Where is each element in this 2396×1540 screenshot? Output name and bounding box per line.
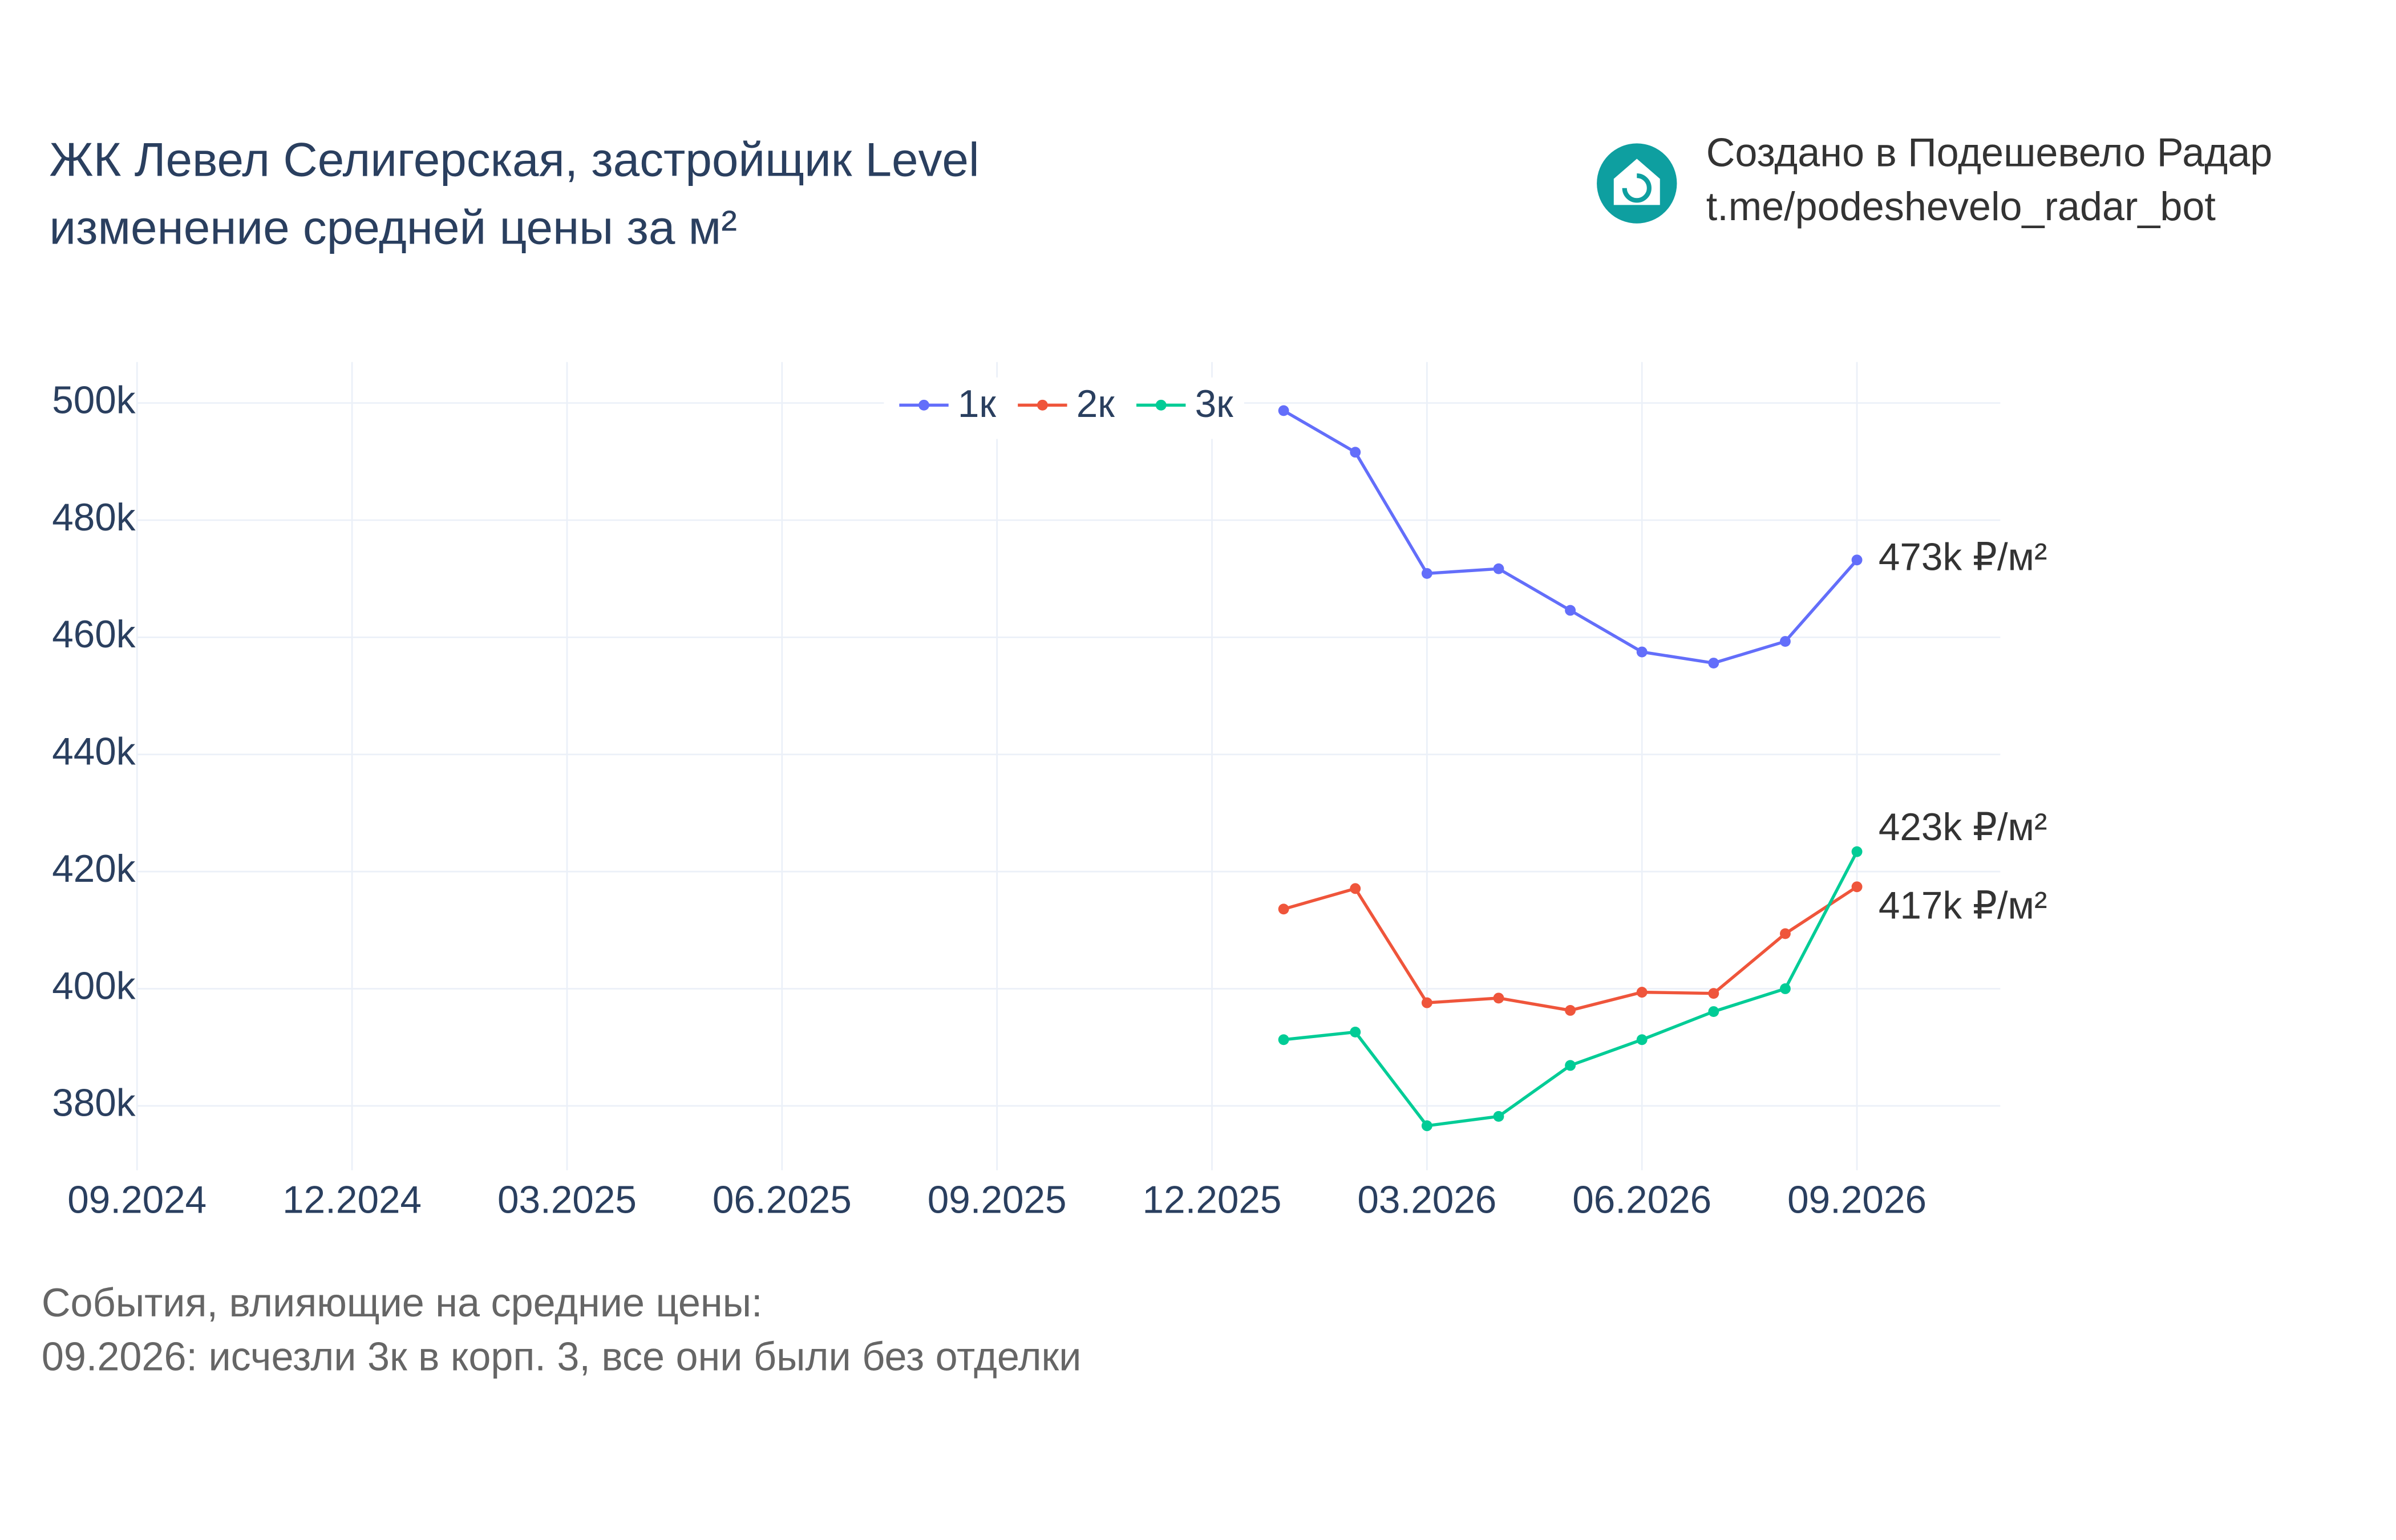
point	[1708, 988, 1719, 999]
y-tick-label: 440k	[52, 731, 136, 773]
point	[1350, 1027, 1361, 1038]
y-tick-label: 420k	[52, 848, 136, 890]
legend-label: 3к	[1195, 383, 1234, 425]
y-tick-label: 380k	[52, 1082, 136, 1125]
series	[1278, 846, 1863, 1132]
series	[1278, 881, 1863, 1016]
legend-bg	[884, 377, 1244, 439]
x-tick-label: 09.2025	[928, 1178, 1067, 1221]
point	[1493, 1111, 1504, 1122]
point	[1636, 1034, 1648, 1045]
brand-text: Создано в Подешевело Радар	[1706, 130, 2273, 175]
point	[1565, 605, 1576, 616]
point	[1851, 554, 1863, 566]
point	[1278, 405, 1289, 416]
point	[1779, 928, 1791, 939]
point	[1493, 992, 1504, 1004]
y-tick-label: 400k	[52, 964, 136, 1007]
brand-link: t.me/podeshevelo_radar_bot	[1706, 184, 2216, 229]
end-label: 473k ₽/м²	[1879, 536, 2047, 579]
y-tick-label: 500k	[52, 379, 136, 422]
point	[1565, 1060, 1576, 1071]
end-label: 417k ₽/м²	[1879, 884, 2047, 927]
y-tick-label: 480k	[52, 496, 136, 539]
x-tick-label: 06.2025	[713, 1178, 852, 1221]
point	[1278, 903, 1289, 915]
x-tick-label: 09.2024	[67, 1178, 207, 1221]
point	[1708, 658, 1719, 668]
point	[1493, 563, 1504, 574]
legend: 1к 2к 3к	[884, 377, 1244, 439]
point	[1350, 883, 1361, 894]
grid	[136, 362, 2001, 1170]
point	[1421, 1120, 1432, 1132]
legend-dot	[1037, 399, 1048, 411]
point	[1708, 1006, 1719, 1017]
legend-dot	[918, 399, 929, 411]
point	[1851, 846, 1863, 857]
series	[1278, 405, 1863, 668]
point	[1779, 636, 1791, 647]
point	[1565, 1005, 1576, 1016]
chart-subtitle: изменение средней цены за м²	[49, 200, 737, 254]
legend-dot	[1155, 399, 1167, 411]
chart-title: ЖК Левел Селигерская, застройщик Level	[49, 133, 979, 187]
note: 09.2026: исчезли 3к в корп. 3, все они б…	[42, 1334, 1082, 1379]
point	[1350, 447, 1361, 458]
end-label: 423k ₽/м²	[1879, 806, 2047, 849]
note-title: События, влияющие на средние цены:	[42, 1280, 763, 1325]
point	[1636, 646, 1648, 658]
point	[1278, 1034, 1289, 1045]
y-tick-label: 460k	[52, 613, 136, 656]
line	[1282, 409, 1859, 665]
point	[1779, 983, 1791, 994]
x-tick-label: 12.2025	[1143, 1178, 1282, 1221]
x-tick-label: 09.2026	[1787, 1178, 1926, 1221]
brand-icon	[1597, 143, 1677, 224]
x-tick-label: 12.2024	[282, 1178, 422, 1221]
point	[1636, 987, 1648, 998]
legend-label: 2к	[1076, 383, 1115, 425]
x-tick-label: 06.2026	[1572, 1178, 1711, 1221]
legend-label: 1к	[958, 383, 997, 425]
x-tick-label: 03.2025	[497, 1178, 637, 1221]
x-tick-label: 03.2026	[1357, 1178, 1496, 1221]
point	[1851, 881, 1863, 893]
point	[1421, 997, 1432, 1008]
point	[1421, 568, 1432, 579]
